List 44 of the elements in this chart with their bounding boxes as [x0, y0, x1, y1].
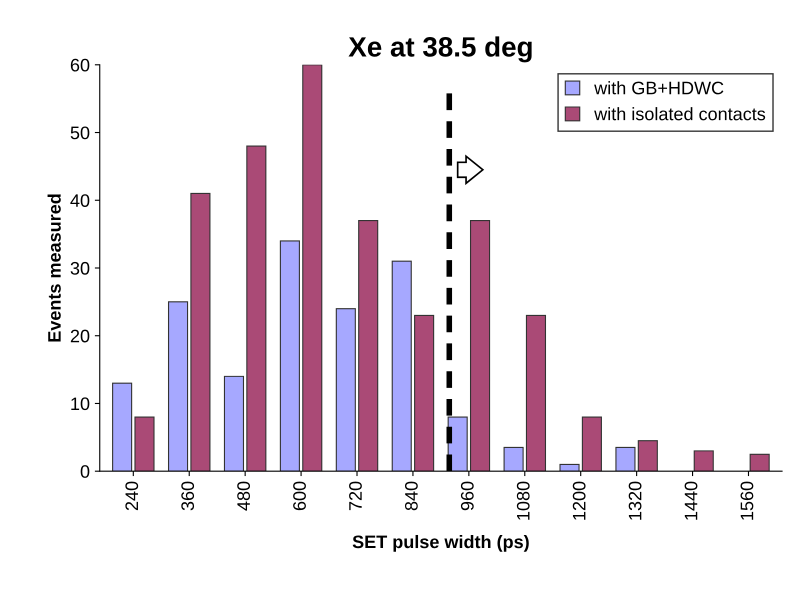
- x-tick-label: 480: [237, 482, 250, 511]
- bar: [358, 220, 378, 472]
- x-tick-label: 840: [404, 482, 418, 510]
- y-tick-label: 60: [70, 58, 90, 72]
- x-tick-label: 1440: [684, 482, 698, 520]
- y-tick-label: 40: [70, 194, 90, 207]
- bar: [336, 308, 356, 472]
- bar: [190, 192, 210, 472]
- bar: [392, 260, 412, 472]
- legend-label: with isolated contacts: [594, 107, 766, 120]
- x-tick-label: 720: [349, 482, 362, 510]
- x-tick-label: 1560: [740, 482, 754, 520]
- y-tick-label: 30: [70, 262, 90, 275]
- y-axis-title: Events measured: [48, 194, 61, 342]
- bar: [302, 64, 322, 472]
- bar: [168, 301, 188, 472]
- bar: [615, 446, 636, 472]
- y-tick-label: 10: [71, 397, 90, 410]
- bar: [224, 376, 244, 472]
- bar: [414, 314, 434, 472]
- bar: [246, 146, 266, 472]
- bar: [638, 440, 658, 472]
- x-tick-label: 1080: [516, 482, 530, 520]
- x-tick-label: 600: [293, 482, 306, 510]
- x-tick-label: 240: [125, 482, 138, 510]
- bar: [504, 446, 524, 472]
- x-axis-title: SET pulse width (ps): [352, 534, 529, 552]
- y-tick-label: 20: [70, 330, 90, 342]
- bar: [694, 450, 714, 472]
- x-tick-label: 960: [460, 482, 474, 510]
- legend-label: with GB+HDWC: [594, 81, 724, 94]
- chart-title: Xe at 38.5 deg: [348, 36, 532, 62]
- bar: [582, 416, 602, 472]
- x-tick-label: 1200: [572, 482, 586, 520]
- x-tick-label: 1320: [628, 482, 642, 520]
- bar: [470, 220, 490, 472]
- bar: [280, 240, 300, 472]
- x-tick-label: 360: [181, 482, 194, 510]
- bar: [526, 314, 546, 472]
- y-tick-label: 0: [80, 465, 90, 478]
- bar: [112, 382, 132, 472]
- y-tick-label: 50: [70, 126, 90, 140]
- bar: [134, 416, 155, 472]
- bar: [750, 454, 770, 472]
